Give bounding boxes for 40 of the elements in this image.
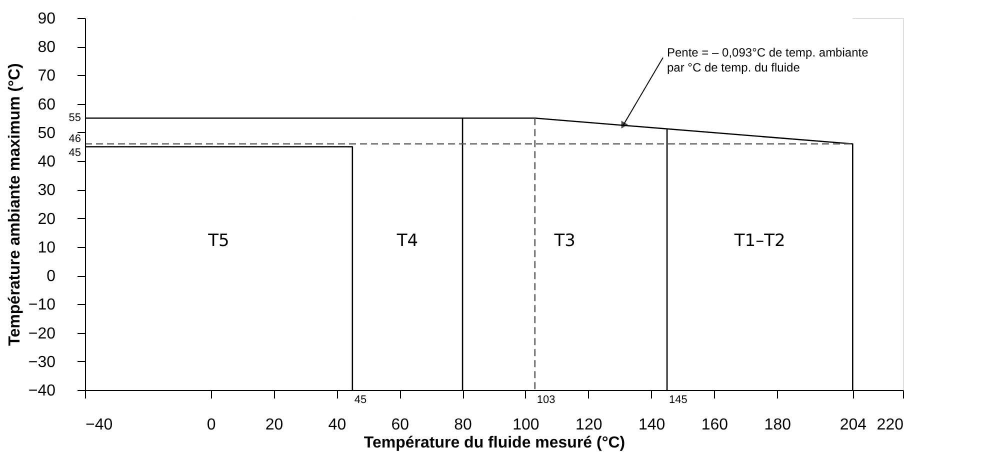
annotation: 45: [354, 394, 367, 406]
y-tick-label: 40: [38, 154, 56, 171]
y-tick-label: 90: [38, 10, 56, 28]
x-tick-label: −40: [86, 416, 113, 434]
x-tick-label: 180: [764, 416, 792, 434]
annotation: 55: [68, 112, 81, 124]
x-tick-label: 204: [840, 416, 867, 434]
annotation: 103: [536, 394, 556, 406]
x-tick-label: 120: [576, 416, 602, 434]
x-tick-label: 0: [206, 416, 216, 434]
y-tick-label: 30: [38, 182, 56, 200]
y-tick-label: 70: [38, 68, 56, 85]
annotation: 46: [68, 132, 81, 145]
x-tick-label: 40: [328, 416, 346, 434]
y-tick-label: −10: [28, 296, 56, 314]
x-tick-label: 140: [638, 416, 666, 434]
y-tick-label: −30: [28, 354, 56, 371]
y-tick-label: −20: [28, 325, 56, 342]
x-tick-label: 160: [701, 416, 728, 434]
annotation: 145: [669, 394, 688, 406]
x-tick-label: 20: [265, 416, 284, 434]
y-tick-label: 80: [38, 39, 56, 56]
band-label: T5: [207, 231, 230, 252]
y-tick-label: 60: [38, 96, 56, 114]
y-tick-label: 0: [46, 268, 56, 286]
x-tick-label: 220: [876, 416, 904, 434]
y-tick-label: −40: [28, 382, 56, 400]
band-label: T3: [553, 231, 576, 252]
x-tick-label: 60: [391, 416, 410, 434]
band-label: T4: [396, 231, 418, 252]
y-tick-label: 10: [38, 239, 56, 256]
y-tick-label: 20: [38, 210, 56, 228]
x-tick-label: 100: [512, 416, 540, 434]
y-axis-title: Température ambiante maximum (°C): [6, 63, 24, 346]
annotation: Pente = – 0,093°C de temp. ambiante par °C de temp. du fluide: [666, 46, 869, 75]
x-axis-title: Température du fluide mesuré (°C): [364, 434, 626, 452]
y-tick-label: 50: [38, 124, 56, 142]
x-tick-label: 80: [454, 416, 472, 434]
annotation: 45: [68, 146, 81, 159]
band-label: T1–T2: [733, 231, 786, 252]
